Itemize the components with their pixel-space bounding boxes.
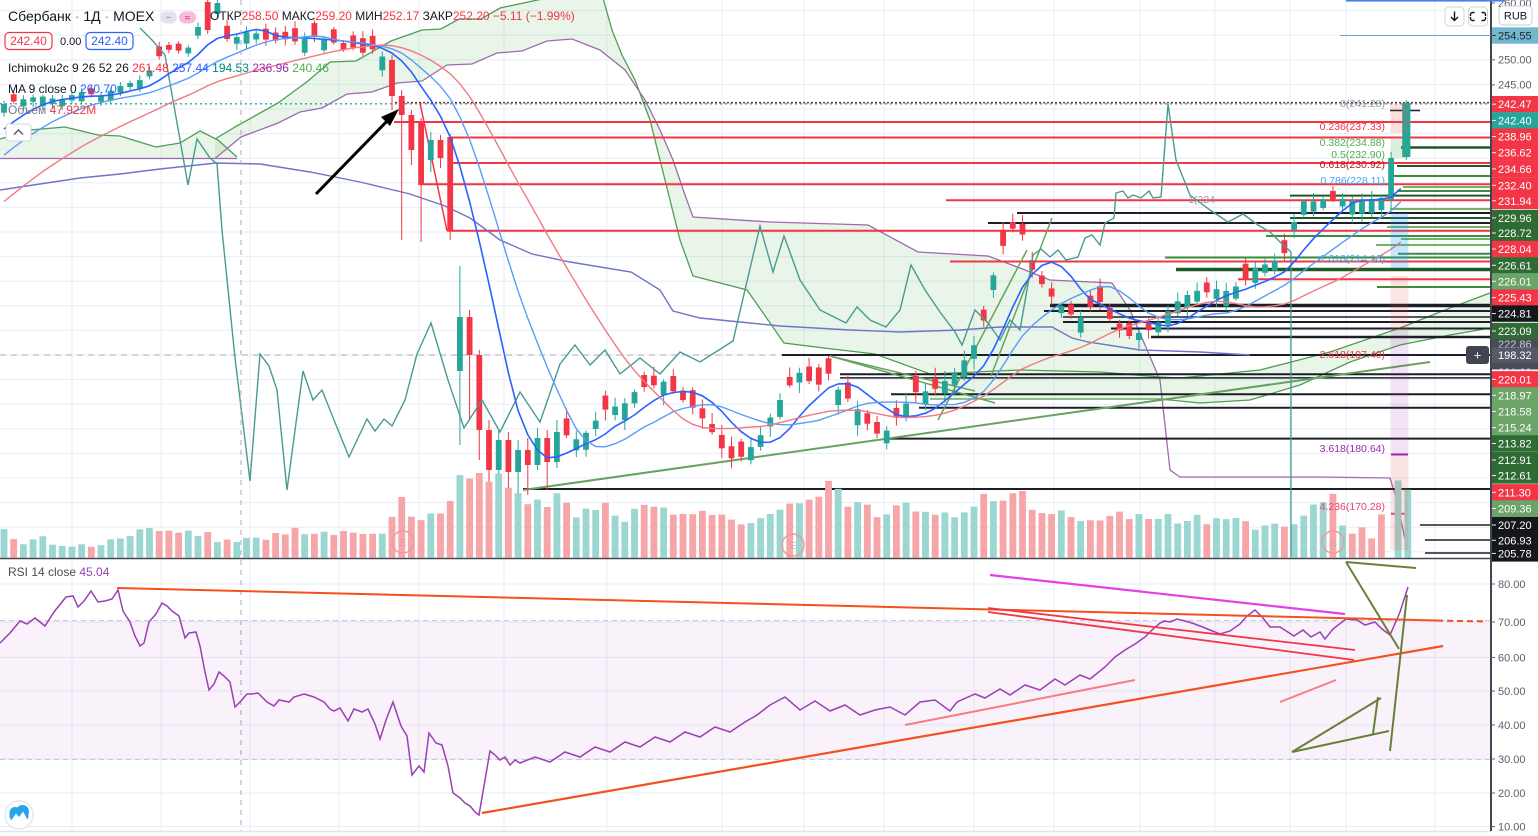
svg-text:0.618(230.92): 0.618(230.92): [1320, 159, 1385, 171]
svg-text:1(224: 1(224: [1188, 194, 1215, 206]
svg-text:218.97: 218.97: [1498, 390, 1532, 402]
svg-text:4.236(170.28): 4.236(170.28): [1320, 501, 1385, 513]
svg-text:242.40: 242.40: [1498, 115, 1532, 127]
svg-text:242.40: 242.40: [10, 34, 47, 48]
svg-text:E: E: [790, 541, 797, 552]
svg-text:242.40: 242.40: [91, 34, 128, 48]
svg-text:209.36: 209.36: [1498, 504, 1532, 516]
svg-text:3.618(180.64): 3.618(180.64): [1320, 443, 1385, 455]
svg-text:RUB: RUB: [1504, 11, 1527, 23]
svg-text:RSI 14 close 45.04: RSI 14 close 45.04: [8, 565, 110, 579]
svg-text:20.00: 20.00: [1498, 788, 1526, 800]
svg-text:211.30: 211.30: [1498, 487, 1531, 499]
svg-text:228.04: 228.04: [1498, 244, 1532, 256]
svg-text:40.00: 40.00: [1498, 720, 1526, 732]
svg-text:215.24: 215.24: [1498, 423, 1532, 435]
svg-text:238.96: 238.96: [1498, 132, 1532, 144]
svg-text:220.01: 220.01: [1498, 374, 1532, 386]
svg-text:≈: ≈: [185, 13, 191, 24]
svg-text:60.00: 60.00: [1498, 653, 1526, 665]
svg-text:226.01: 226.01: [1498, 276, 1532, 288]
svg-text:Объём 47.922M: Объём 47.922M: [8, 103, 96, 117]
svg-text:231.94: 231.94: [1498, 196, 1532, 208]
svg-text:224.81: 224.81: [1498, 309, 1532, 321]
svg-text:212.61: 212.61: [1498, 471, 1532, 483]
svg-text:223.09: 223.09: [1498, 326, 1532, 338]
svg-text:0.382(234.88): 0.382(234.88): [1320, 137, 1385, 149]
svg-text:232.40: 232.40: [1498, 180, 1532, 192]
svg-text:213.82: 213.82: [1498, 439, 1532, 451]
svg-text:0(241.28): 0(241.28): [1340, 98, 1385, 110]
svg-text:236.62: 236.62: [1498, 148, 1532, 160]
svg-text:E: E: [400, 538, 407, 549]
svg-text:E: E: [1330, 538, 1337, 549]
svg-text:1.618(214.16): 1.618(214.16): [1320, 253, 1385, 265]
svg-text:226.61: 226.61: [1498, 260, 1532, 272]
svg-text:0.00: 0.00: [60, 36, 81, 48]
svg-text:206.93: 206.93: [1498, 535, 1532, 547]
svg-text:80.00: 80.00: [1498, 579, 1526, 591]
svg-text:245.00: 245.00: [1498, 80, 1532, 92]
svg-text:−: −: [166, 13, 172, 24]
svg-text:212.91: 212.91: [1498, 455, 1532, 467]
svg-text:30.00: 30.00: [1498, 754, 1526, 766]
svg-text:50.00: 50.00: [1498, 686, 1526, 698]
svg-text:MA 9 close 0 260.70: MA 9 close 0 260.70: [8, 82, 117, 96]
svg-text:218.58: 218.58: [1498, 406, 1532, 418]
svg-text:Ichimoku2c 9 26 52 26 261.48 2: Ichimoku2c 9 26 52 26 261.48 257.44 194.…: [8, 61, 329, 75]
svg-text:0.786(228.11): 0.786(228.11): [1320, 175, 1385, 187]
svg-text:205.78: 205.78: [1498, 548, 1532, 560]
svg-text:0.236(237.33): 0.236(237.33): [1320, 121, 1385, 133]
svg-text:260.00: 260.00: [1498, 0, 1532, 10]
svg-text:207.20: 207.20: [1498, 520, 1532, 532]
svg-text:254.55: 254.55: [1498, 31, 1532, 43]
svg-text:2.618(197.40): 2.618(197.40): [1320, 349, 1385, 361]
svg-text:228.72: 228.72: [1498, 228, 1532, 240]
svg-text:225.43: 225.43: [1498, 293, 1532, 305]
svg-text:0.5(232.90): 0.5(232.90): [1331, 149, 1385, 161]
svg-text:242.47: 242.47: [1498, 99, 1532, 111]
svg-text:Сбербанк · 1Д · MOEX: Сбербанк · 1Д · MOEX: [8, 8, 155, 24]
svg-text:ОТКР258.50 МАКС259.20 МИН252.1: ОТКР258.50 МАКС259.20 МИН252.17 ЗАКР252.…: [210, 9, 575, 23]
svg-text:234.66: 234.66: [1498, 164, 1532, 176]
svg-text:+: +: [1474, 348, 1482, 363]
svg-text:10.00: 10.00: [1498, 822, 1526, 834]
svg-text:250.00: 250.00: [1498, 55, 1532, 67]
svg-text:229.96: 229.96: [1498, 213, 1532, 225]
svg-text:70.00: 70.00: [1498, 617, 1526, 629]
svg-text:198.32: 198.32: [1498, 350, 1532, 362]
